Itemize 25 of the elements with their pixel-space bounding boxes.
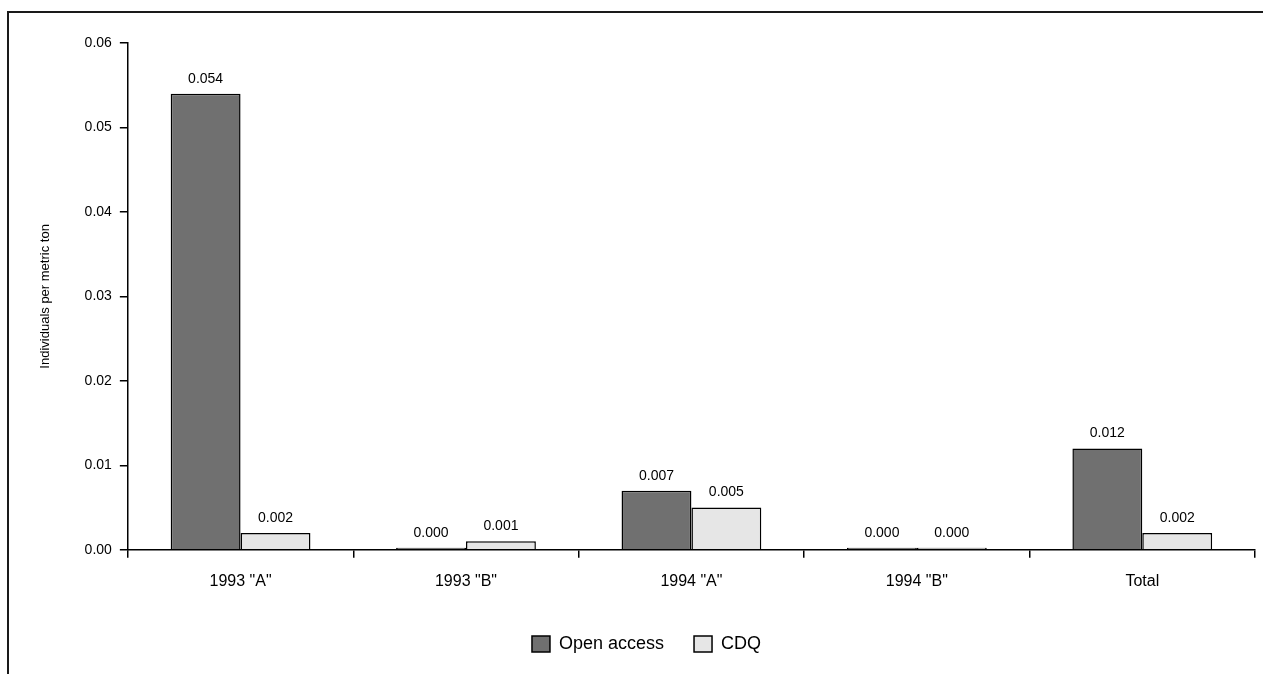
data-label: 0.054 (188, 69, 224, 86)
data-label: 0.007 (638, 466, 675, 483)
x-tick-label: 1994 "A" (660, 571, 723, 589)
y-tick-label: 0.05 (84, 118, 113, 135)
data-label: 0.000 (864, 523, 900, 540)
x-tick-label: 1993 "A" (209, 571, 272, 589)
data-label: 0.002 (257, 508, 294, 525)
data-label: 0.000 (934, 523, 970, 540)
data-label: 0.005 (708, 483, 745, 500)
y-tick-label: 0.03 (84, 287, 113, 304)
data-label: 0.012 (1089, 424, 1126, 441)
y-tick-label: 0.04 (84, 202, 113, 219)
data-label: 0.000 (413, 523, 449, 540)
y-tick-label: 0.01 (84, 456, 113, 473)
y-tick-label: 0.06 (84, 33, 113, 50)
legend-label: CDQ (721, 632, 762, 653)
y-tick-label: 0.02 (84, 371, 113, 388)
x-tick-label: 1993 "B" (434, 571, 498, 589)
legend-label: Open access (558, 632, 665, 653)
data-label: 0.001 (483, 517, 519, 534)
x-tick-label: Total (1125, 571, 1160, 589)
y-tick-label: 0.00 (84, 540, 113, 557)
data-label: 0.002 (1159, 508, 1195, 525)
x-tick-label: 1994 "B" (885, 571, 948, 589)
y-axis-title: Individuals per metric ton (37, 224, 53, 369)
